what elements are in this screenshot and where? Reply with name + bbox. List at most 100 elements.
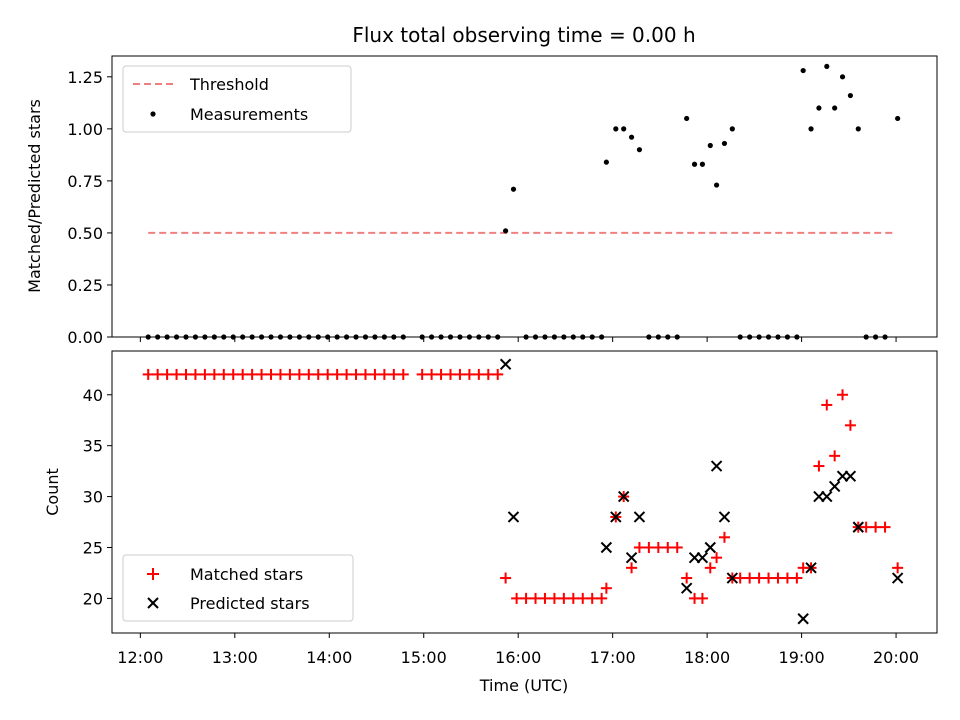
matched-star-point [734, 572, 746, 584]
matched-star-point [369, 368, 381, 380]
x-tick-label: 14:00 [306, 648, 352, 667]
matched-star-point [397, 368, 409, 380]
x-tick-label: 16:00 [495, 648, 541, 667]
top-plot-data [145, 63, 901, 340]
chart-title: Flux total observing time = 0.00 h [352, 23, 695, 47]
bottom-panel: 20 25 30 35 40 12:00 13:00 14:00 15:00 16:00 17:0… [43, 350, 938, 695]
matched-star-point [161, 368, 173, 380]
bottom-y-tick-label: 20 [83, 589, 103, 608]
bottom-legend-box [122, 554, 354, 622]
measurement-point [729, 126, 735, 132]
predicted-star-point [718, 511, 731, 523]
matched-star-point [265, 368, 277, 380]
predicted-marker-b [852, 521, 864, 533]
x-tick-label: 13:00 [212, 648, 258, 667]
matched-star-point [633, 541, 645, 553]
legend-matched-swatch [147, 568, 159, 580]
bottom-x-ticks: 12:00 13:00 14:00 15:00 16:00 17:00 18:00 19:00… [117, 633, 919, 667]
matched-star-point [445, 368, 457, 380]
matched-star-point [548, 592, 560, 604]
measurement-point [800, 67, 806, 74]
legend-measurements-label: Measurements [190, 105, 308, 124]
predicted-marker-b [507, 511, 520, 523]
bottom-plot-frame [111, 350, 938, 634]
bottom-y-tick-label: 40 [83, 386, 103, 405]
predicted-star-point [507, 511, 520, 523]
x-tick-label: 18:00 [684, 648, 730, 667]
predicted-star-point [828, 480, 841, 493]
measurement-point [699, 161, 706, 167]
matched-star-point [426, 368, 438, 380]
matched-star-point [189, 368, 201, 380]
matched-star-point [378, 368, 390, 380]
matched-star-point [791, 572, 803, 584]
matched-star-point [142, 368, 154, 380]
measurement-point [636, 147, 643, 153]
matched-star-point [388, 368, 400, 380]
top-legend: Threshold Measurements [122, 65, 352, 133]
matched-star-point [500, 572, 512, 584]
predicted-star-point [610, 511, 622, 523]
matched-star-point [530, 592, 542, 604]
matched-star-point [870, 521, 882, 533]
bottom-y-tick-label: 25 [83, 538, 103, 557]
measurement-point [847, 92, 854, 99]
bottom-y-ticks: 20 25 30 35 40 [83, 386, 112, 608]
bottom-plot-data [142, 358, 904, 625]
measurement-point [808, 126, 814, 132]
matched-star-point [558, 592, 570, 604]
matched-star-point [671, 541, 683, 553]
matched-star-point [763, 572, 775, 584]
matched-star-point [892, 562, 904, 574]
matched-star-point [837, 389, 849, 401]
matched-star-point [482, 368, 494, 380]
matched-star-point [681, 572, 693, 584]
legend-threshold-label: Threshold [189, 75, 269, 94]
matched-star-point [312, 368, 324, 380]
matched-star-point [860, 521, 872, 533]
matched-star-point [539, 592, 551, 604]
top-y-tick-label: 1.25 [67, 68, 103, 87]
measurement-point [855, 126, 861, 132]
predicted-star-point [625, 551, 638, 564]
predicted-marker-b [710, 460, 723, 472]
matched-star-point [284, 368, 296, 380]
measurement-point [707, 142, 713, 149]
bottom-legend: Matched stars Predicted stars [122, 554, 354, 622]
matched-star-point [152, 368, 164, 380]
top-y-tick-label: 0.00 [67, 328, 103, 347]
matched-star-point [199, 368, 211, 380]
matched-star-point [359, 368, 371, 380]
matched-star-point [341, 368, 353, 380]
matched-star-point [753, 572, 765, 584]
legend-predicted-swatch [147, 597, 159, 609]
top-panel: 0.00 0.25 0.50 0.75 1.00 1.25 Matched/Predict… [25, 55, 938, 347]
predicted-star-point [844, 470, 857, 482]
measurement-point [839, 74, 846, 80]
predicted-marker-b [797, 613, 809, 625]
measurement-point [510, 186, 517, 192]
matched-star-point [626, 562, 638, 574]
matched-star-point [492, 368, 504, 380]
top-y-ticks: 0.00 0.25 0.50 0.75 1.00 1.25 [67, 68, 112, 347]
matched-star-point [208, 368, 220, 380]
matched-star-point [711, 552, 723, 564]
predicted-marker-b [625, 551, 638, 564]
predicted-marker-b [844, 470, 857, 482]
matched-star-point [844, 419, 856, 431]
measurement-point [621, 126, 627, 132]
predicted-marker-b [828, 480, 841, 493]
predicted-marker-b [704, 541, 716, 554]
predicted-star-point [710, 460, 723, 472]
matched-star-point [821, 399, 833, 411]
bottom-y-tick-label: 35 [83, 437, 103, 456]
measurement-point [832, 105, 838, 111]
predicted-star-point [797, 613, 809, 625]
predicted-star-point [600, 541, 613, 554]
matched-star-point [322, 368, 334, 380]
predicted-marker-b [633, 511, 646, 523]
bottom-y-axis-label: Count [43, 468, 62, 516]
x-tick-label: 12:00 [117, 648, 163, 667]
predicted-star-point [499, 358, 512, 370]
matched-star-point [473, 368, 485, 380]
